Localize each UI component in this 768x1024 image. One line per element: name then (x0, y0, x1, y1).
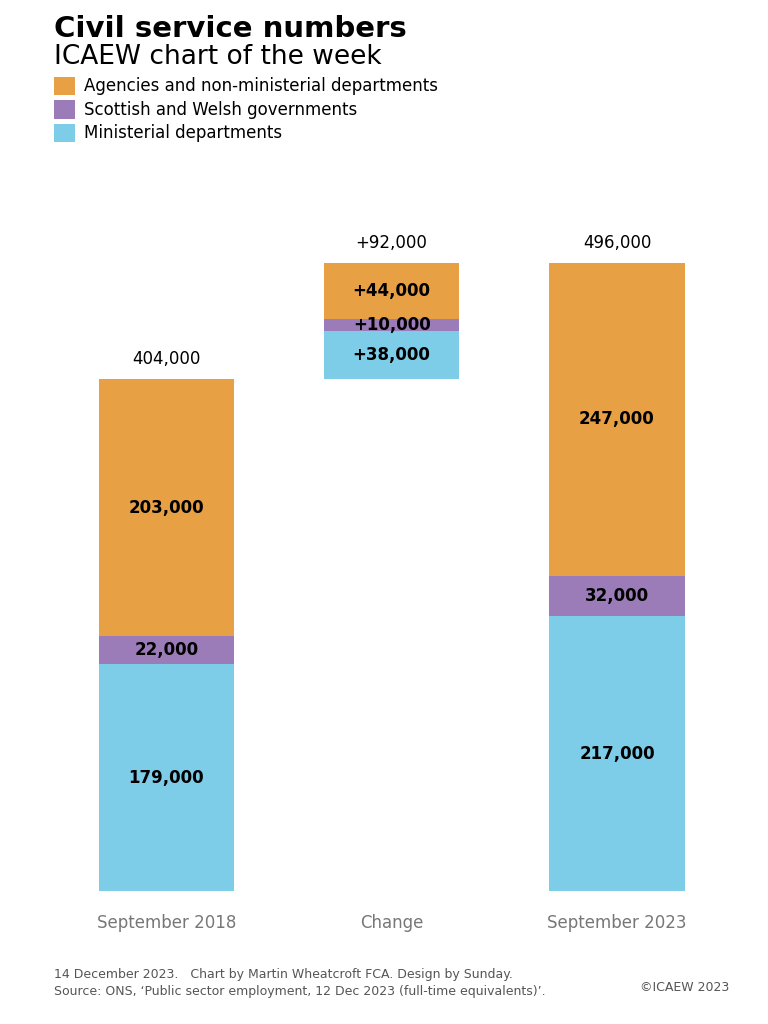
Bar (324, 332, 459, 380)
Bar (99, 665, 234, 891)
Text: 404,000: 404,000 (132, 350, 200, 368)
Text: 217,000: 217,000 (579, 744, 655, 763)
Text: +10,000: +10,000 (353, 316, 431, 334)
Text: Agencies and non-ministerial departments: Agencies and non-ministerial departments (84, 77, 439, 95)
Text: Civil service numbers: Civil service numbers (54, 15, 406, 43)
Bar (99, 380, 234, 636)
Text: 22,000: 22,000 (134, 641, 198, 659)
Text: Ministerial departments: Ministerial departments (84, 124, 283, 142)
Text: 203,000: 203,000 (128, 499, 204, 517)
Text: September 2018: September 2018 (97, 913, 236, 932)
Text: ICAEW chart of the week: ICAEW chart of the week (54, 44, 382, 70)
Text: 247,000: 247,000 (579, 411, 655, 428)
Text: ©ICAEW 2023: ©ICAEW 2023 (641, 981, 730, 994)
Text: 179,000: 179,000 (128, 769, 204, 786)
Bar (549, 616, 684, 891)
Text: 32,000: 32,000 (585, 587, 649, 605)
Text: Change: Change (360, 913, 423, 932)
Text: Scottish and Welsh governments: Scottish and Welsh governments (84, 100, 358, 119)
Text: 496,000: 496,000 (583, 233, 651, 252)
Bar (324, 318, 459, 332)
Text: +38,000: +38,000 (353, 346, 431, 365)
Text: +92,000: +92,000 (356, 233, 428, 252)
Bar (549, 575, 684, 616)
Text: September 2023: September 2023 (548, 913, 687, 932)
Bar (324, 263, 459, 318)
Text: +44,000: +44,000 (353, 282, 431, 300)
Bar (549, 263, 684, 575)
Text: 14 December 2023.   Chart by Martin Wheatcroft FCA. Design by Sunday.
Source: ON: 14 December 2023. Chart by Martin Wheatc… (54, 968, 545, 997)
Bar (99, 636, 234, 665)
